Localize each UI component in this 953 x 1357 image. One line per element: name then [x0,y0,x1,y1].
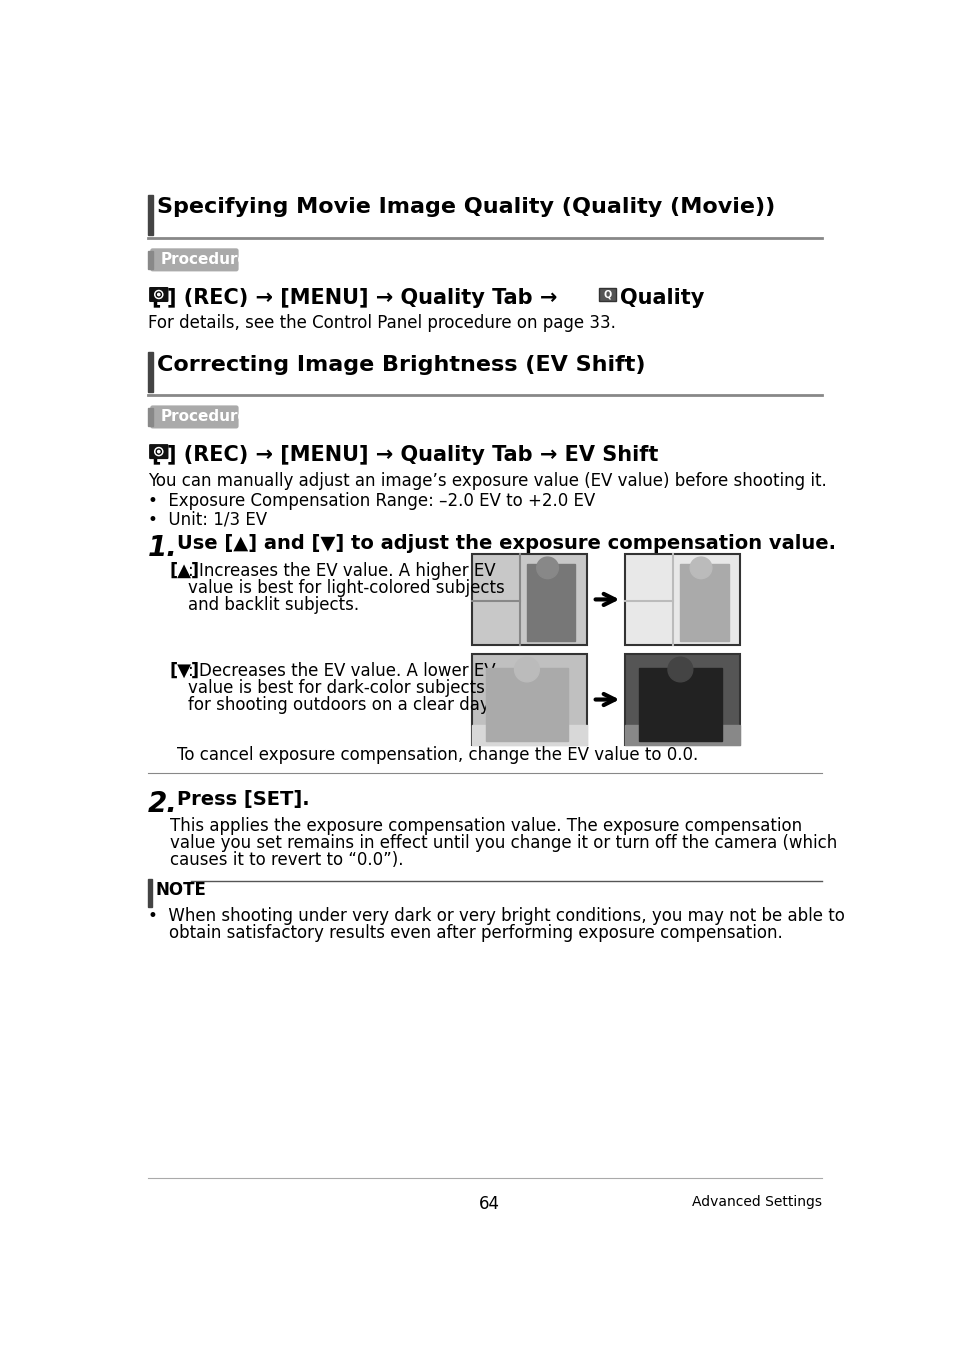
FancyBboxPatch shape [150,248,238,271]
Text: value is best for dark-color subjects and: value is best for dark-color subjects an… [188,678,521,696]
Bar [148,251,152,269]
Text: •  When shooting under very dark or very bright conditions, you may not be able : • When shooting under very dark or very … [148,906,844,924]
Text: •  Unit: 1/3 EV: • Unit: 1/3 EV [148,510,267,528]
Text: Use [▲] and [▼] to adjust the exposure compensation value.: Use [▲] and [▼] to adjust the exposure c… [177,535,836,554]
Text: •  Exposure Compensation Range: –2.0 EV to +2.0 EV: • Exposure Compensation Range: –2.0 EV t… [148,493,595,510]
Text: [▲]: [▲] [170,562,199,579]
Text: : Increases the EV value. A higher EV: : Increases the EV value. A higher EV [188,562,496,579]
Text: Quality: Quality [619,288,703,308]
Bar [598,288,616,301]
Text: obtain satisfactory results even after performing exposure compensation.: obtain satisfactory results even after p… [148,924,781,942]
Bar [624,554,740,645]
Text: Procedure: Procedure [161,410,249,425]
Circle shape [157,451,160,453]
Text: To cancel exposure compensation, change the EV value to 0.0.: To cancel exposure compensation, change … [177,746,698,764]
Text: Advanced Settings: Advanced Settings [692,1194,821,1209]
FancyBboxPatch shape [149,286,169,303]
Text: You can manually adjust an image’s exposure value (EV value) before shooting it.: You can manually adjust an image’s expos… [148,472,826,490]
Text: for shooting outdoors on a clear day.: for shooting outdoors on a clear day. [188,696,493,714]
Bar [148,407,152,426]
Circle shape [154,448,163,456]
Circle shape [156,449,161,455]
Text: NOTE: NOTE [155,881,207,900]
Text: causes it to revert to “0.0”).: causes it to revert to “0.0”). [170,851,403,870]
Bar [148,879,152,906]
Text: ] (REC) → [MENU] → Quality Tab →: ] (REC) → [MENU] → Quality Tab → [167,288,558,308]
Bar [472,554,586,645]
Circle shape [157,293,160,296]
Bar [624,725,740,745]
Bar [148,195,153,235]
Text: Q: Q [602,289,611,300]
Text: value is best for light-colored subjects: value is best for light-colored subjects [188,578,504,597]
Bar [472,725,586,745]
Bar [679,563,728,641]
Text: [: [ [151,288,160,308]
Text: 64: 64 [477,1194,499,1213]
Text: Press [SET].: Press [SET]. [177,790,310,809]
Text: [: [ [151,445,160,464]
Text: Procedure: Procedure [161,252,249,267]
Circle shape [537,558,558,578]
Bar [624,654,740,745]
FancyBboxPatch shape [149,444,169,459]
Text: ] (REC) → [MENU] → Quality Tab → EV Shift: ] (REC) → [MENU] → Quality Tab → EV Shif… [167,445,658,464]
Text: Specifying Movie Image Quality (Quality (Movie)): Specifying Movie Image Quality (Quality … [157,198,775,217]
Bar [485,669,568,741]
Text: 2.: 2. [148,790,177,818]
Circle shape [156,292,161,297]
Circle shape [514,657,538,681]
Text: This applies the exposure compensation value. The exposure compensation: This applies the exposure compensation v… [170,817,801,836]
Text: value you set remains in effect until you change it or turn off the camera (whic: value you set remains in effect until yo… [170,835,836,852]
Bar [639,669,720,741]
Circle shape [667,657,692,681]
Circle shape [689,558,711,578]
Text: and backlit subjects.: and backlit subjects. [188,596,359,613]
Text: For details, see the Control Panel procedure on page 33.: For details, see the Control Panel proce… [148,313,615,331]
Text: [▼]: [▼] [170,662,199,680]
Bar [526,563,575,641]
Bar [472,654,586,745]
Bar [148,353,153,392]
Circle shape [154,290,163,299]
Text: : Decreases the EV value. A lower EV: : Decreases the EV value. A lower EV [188,662,496,680]
Text: Correcting Image Brightness (EV Shift): Correcting Image Brightness (EV Shift) [157,354,645,375]
Text: 1.: 1. [148,535,177,562]
FancyBboxPatch shape [150,406,238,429]
